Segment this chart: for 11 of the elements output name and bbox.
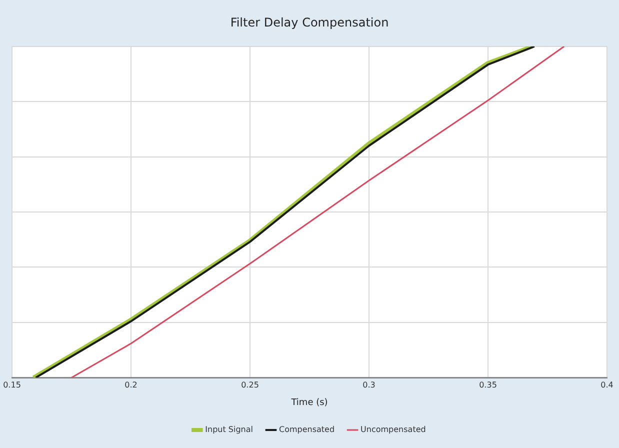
x-tick-label: 0.35 xyxy=(479,380,497,390)
legend-label: Input Signal xyxy=(205,425,254,434)
x-tick-label: 0.3 xyxy=(362,380,376,390)
chart-title: Filter Delay Compensation xyxy=(230,15,389,30)
x-tick-label: 0.2 xyxy=(124,380,138,390)
x-tick-label: 0.4 xyxy=(600,380,614,390)
legend-label: Compensated xyxy=(278,425,335,434)
legend-label: Uncompensated xyxy=(360,425,426,434)
x-axis-title: Time (s) xyxy=(290,398,328,408)
x-tick-label: 0.15 xyxy=(3,380,21,390)
x-tick-label: 0.25 xyxy=(241,380,259,390)
